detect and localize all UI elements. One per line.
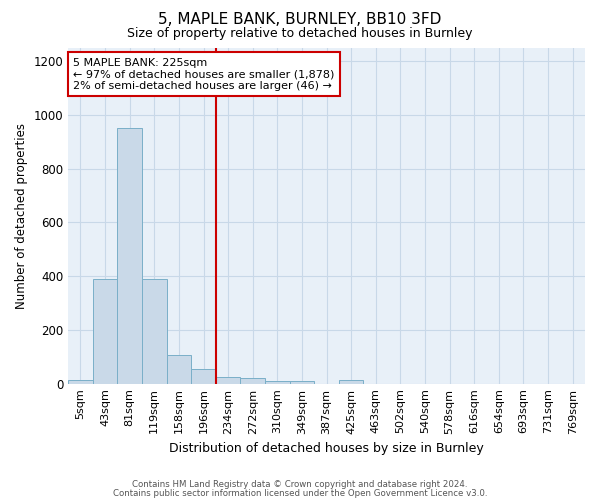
Text: 5, MAPLE BANK, BURNLEY, BB10 3FD: 5, MAPLE BANK, BURNLEY, BB10 3FD: [158, 12, 442, 28]
Text: 5 MAPLE BANK: 225sqm
← 97% of detached houses are smaller (1,878)
2% of semi-det: 5 MAPLE BANK: 225sqm ← 97% of detached h…: [73, 58, 335, 91]
Bar: [216, 377, 241, 384]
Bar: [265, 381, 290, 384]
Text: Size of property relative to detached houses in Burnley: Size of property relative to detached ho…: [127, 28, 473, 40]
Bar: [118, 128, 142, 384]
Bar: [93, 279, 118, 384]
Bar: [339, 380, 364, 384]
Bar: [241, 378, 265, 384]
Bar: [142, 279, 167, 384]
Bar: [68, 380, 93, 384]
Text: Contains HM Land Registry data © Crown copyright and database right 2024.: Contains HM Land Registry data © Crown c…: [132, 480, 468, 489]
Text: Contains public sector information licensed under the Open Government Licence v3: Contains public sector information licen…: [113, 488, 487, 498]
Y-axis label: Number of detached properties: Number of detached properties: [15, 122, 28, 308]
Bar: [191, 369, 216, 384]
Bar: [167, 356, 191, 384]
Bar: [290, 381, 314, 384]
X-axis label: Distribution of detached houses by size in Burnley: Distribution of detached houses by size …: [169, 442, 484, 455]
